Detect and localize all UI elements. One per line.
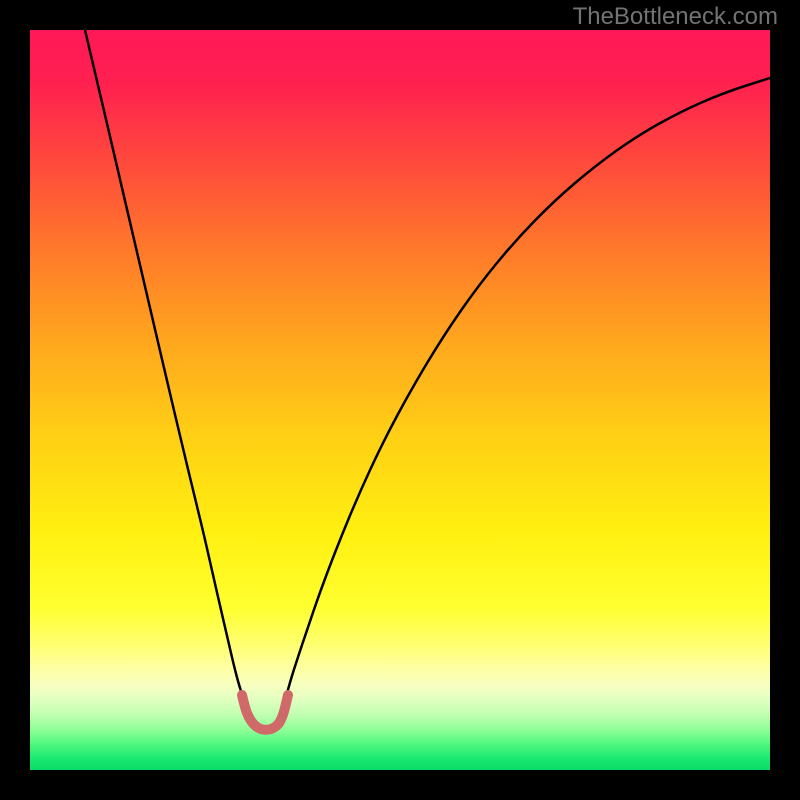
curve-left-branch	[85, 30, 243, 697]
plot-area	[30, 30, 770, 770]
trough-marker	[242, 695, 288, 730]
watermark-text: TheBottleneck.com	[573, 3, 778, 31]
chart-curves	[30, 30, 770, 770]
curve-right-branch	[286, 78, 770, 697]
